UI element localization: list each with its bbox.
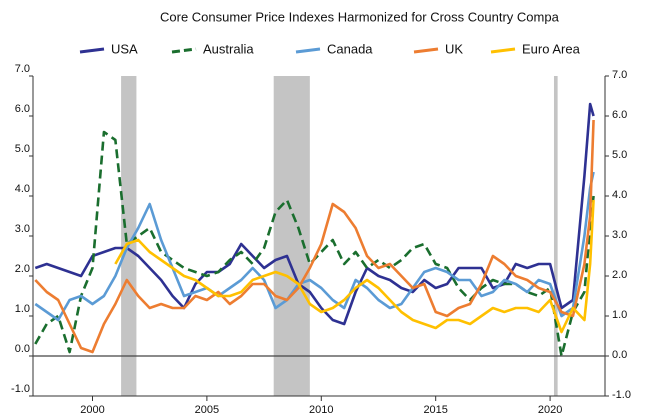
x-tick-label: 2015 — [423, 404, 447, 416]
x-tick-label: 2010 — [309, 404, 333, 416]
series-line — [34, 119, 595, 354]
legend-swatch — [413, 47, 439, 54]
y2-tick-label: 1.0 — [612, 309, 627, 321]
y-tick-label: -1.0 — [11, 383, 30, 395]
series-line — [34, 102, 595, 326]
y2-tick-label: 6.0 — [612, 109, 627, 121]
y2-tick-label: 5.0 — [612, 149, 627, 161]
x-tick-label: 2000 — [80, 404, 104, 416]
x-tick-label: 2005 — [195, 404, 219, 416]
legend-label: UK — [445, 41, 463, 56]
y-tick-label: 0.0 — [15, 343, 30, 355]
y2-tick-label: 4.0 — [612, 189, 627, 201]
legend-swatch — [79, 47, 105, 54]
legend-swatch — [490, 47, 516, 54]
y-tick-label: 4.0 — [15, 183, 30, 195]
legend-swatch — [295, 47, 321, 54]
y-tick-label: 2.0 — [15, 263, 30, 275]
y-tick-label: 5.0 — [15, 143, 30, 155]
legend-label: USA — [111, 41, 138, 56]
y-tick-label: 7.0 — [15, 63, 30, 75]
shaded-period — [273, 76, 310, 396]
y2-tick-label: 7.0 — [612, 69, 627, 81]
y2-tick-label: -1.0 — [612, 389, 631, 401]
y2-tick-label: 3.0 — [612, 229, 627, 241]
y-tick-label: 6.0 — [15, 103, 30, 115]
y2-tick-label: 0.0 — [612, 349, 627, 361]
y-tick-label: 1.0 — [15, 303, 30, 315]
legend-swatch — [171, 47, 197, 54]
series-line — [114, 199, 595, 334]
legend-label: Euro Area — [522, 41, 581, 56]
legend-label: Canada — [327, 41, 373, 56]
series-line — [34, 130, 595, 358]
y2-tick-label: 2.0 — [612, 269, 627, 281]
chart-title: Core Consumer Price Indexes Harmonized f… — [160, 9, 560, 24]
x-tick-label: 2020 — [538, 404, 562, 416]
y-tick-label: 3.0 — [15, 223, 30, 235]
shaded-period — [553, 76, 558, 396]
legend-label: Australia — [203, 41, 254, 56]
shaded-period — [121, 76, 137, 396]
